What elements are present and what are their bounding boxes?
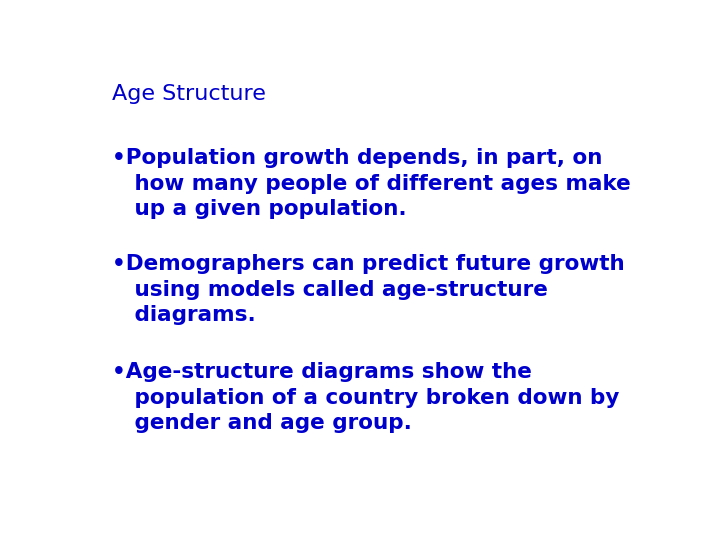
Text: •Demographers can predict future growth
   using models called age-structure
   : •Demographers can predict future growth … bbox=[112, 254, 625, 325]
Text: Age Structure: Age Structure bbox=[112, 84, 266, 104]
Text: •Age-structure diagrams show the
   population of a country broken down by
   ge: •Age-structure diagrams show the populat… bbox=[112, 362, 620, 433]
Text: •Population growth depends, in part, on
   how many people of different ages mak: •Population growth depends, in part, on … bbox=[112, 148, 631, 219]
